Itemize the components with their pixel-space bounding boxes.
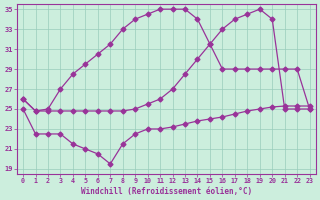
X-axis label: Windchill (Refroidissement éolien,°C): Windchill (Refroidissement éolien,°C) [81,187,252,196]
